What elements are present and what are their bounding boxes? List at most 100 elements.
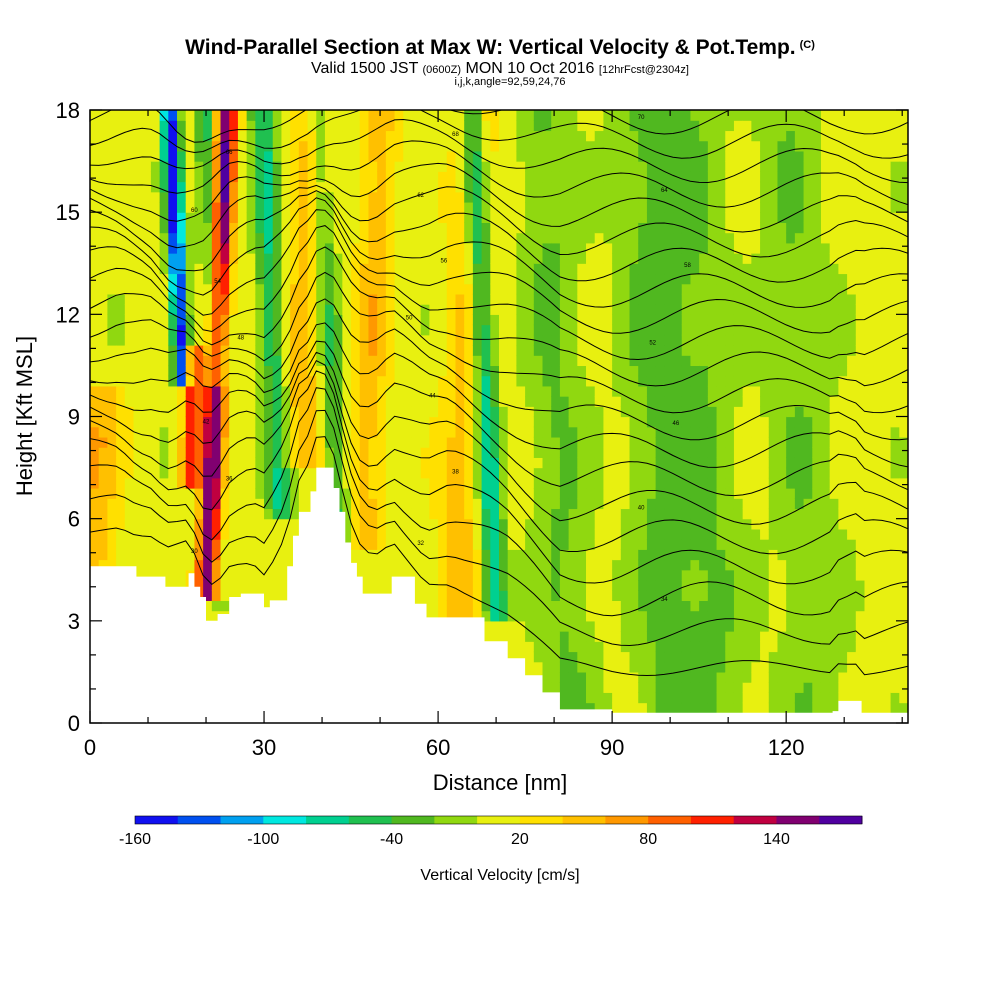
velocity-cell — [507, 263, 517, 275]
velocity-cell — [751, 201, 761, 213]
velocity-cell — [194, 201, 204, 213]
velocity-cell — [237, 549, 248, 561]
velocity-cell — [733, 304, 744, 315]
velocity-cell — [716, 498, 726, 510]
velocity-cell — [733, 130, 744, 142]
velocity-cell — [681, 692, 692, 704]
velocity-cell — [716, 447, 726, 458]
velocity-cell — [464, 579, 474, 591]
velocity-cell — [516, 140, 526, 152]
velocity-cell — [620, 641, 631, 653]
velocity-cell — [507, 201, 517, 213]
velocity-cell — [699, 253, 709, 264]
velocity-cell — [159, 436, 169, 448]
velocity-cell — [429, 488, 439, 499]
velocity-cell — [707, 610, 718, 622]
velocity-cell — [499, 344, 509, 356]
velocity-cell — [551, 590, 561, 601]
velocity-cell — [142, 436, 152, 448]
velocity-cell — [342, 212, 352, 223]
velocity-cell — [777, 242, 787, 254]
velocity-cell — [499, 579, 509, 591]
velocity-cell — [664, 528, 674, 540]
velocity-cell — [760, 498, 770, 510]
velocity-cell — [673, 140, 683, 152]
velocity-cell — [646, 590, 657, 601]
velocity-cell — [707, 620, 718, 632]
velocity-cell — [760, 569, 770, 581]
velocity-cell — [316, 436, 326, 448]
velocity-cell — [655, 150, 665, 162]
velocity-cell — [620, 651, 631, 663]
velocity-cell — [673, 447, 683, 458]
velocity-cell — [551, 232, 561, 244]
velocity-cell — [272, 457, 283, 469]
velocity-cell — [768, 620, 779, 632]
velocity-cell — [264, 110, 274, 121]
velocity-cell — [751, 702, 761, 714]
velocity-cell — [664, 396, 674, 407]
velocity-cell — [481, 457, 491, 469]
velocity-cell — [612, 620, 622, 632]
velocity-cell — [507, 171, 517, 183]
velocity-cell — [464, 181, 474, 193]
velocity-cell — [490, 232, 500, 244]
velocity-cell — [316, 130, 326, 142]
velocity-cell — [194, 426, 204, 438]
velocity-cell — [281, 150, 291, 162]
velocity-cell — [786, 641, 796, 653]
velocity-cell — [568, 692, 578, 704]
velocity-cell — [385, 273, 396, 285]
velocity-cell — [629, 130, 639, 142]
velocity-cell — [316, 283, 326, 295]
velocity-cell — [298, 334, 309, 346]
velocity-cell — [177, 150, 187, 162]
velocity-cell — [612, 253, 622, 264]
velocity-cell — [90, 528, 100, 540]
velocity-cell — [133, 569, 143, 581]
velocity-cell — [455, 344, 465, 356]
velocity-cell — [768, 702, 779, 714]
velocity-cell — [264, 426, 274, 438]
velocity-cell — [603, 140, 613, 152]
velocity-cell — [568, 539, 578, 550]
velocity-cell — [203, 324, 213, 336]
velocity-cell — [472, 365, 483, 377]
velocity-cell — [446, 365, 457, 377]
velocity-cell — [98, 385, 108, 397]
velocity-cell — [629, 518, 639, 530]
velocity-cell — [281, 283, 291, 295]
velocity-cell — [499, 436, 509, 448]
velocity-cell — [107, 447, 117, 458]
velocity-cell — [707, 692, 718, 704]
velocity-cell — [690, 273, 700, 285]
velocity-cell — [229, 304, 239, 315]
velocity-cell — [229, 477, 239, 489]
velocity-cell — [594, 283, 605, 295]
velocity-cell — [342, 273, 352, 285]
velocity-cell — [98, 171, 108, 183]
velocity-cell — [411, 110, 422, 121]
velocity-cell — [464, 518, 474, 530]
velocity-cell — [716, 508, 726, 520]
velocity-cell — [237, 171, 248, 183]
velocity-cell — [568, 426, 578, 438]
velocity-cell — [377, 579, 387, 591]
velocity-cell — [150, 385, 161, 397]
velocity-cell — [446, 150, 457, 162]
velocity-cell — [211, 222, 222, 234]
velocity-cell — [333, 457, 343, 469]
velocity-cell — [464, 263, 474, 275]
velocity-cell — [403, 242, 413, 254]
velocity-cell — [124, 242, 135, 254]
velocity-cell — [124, 396, 135, 407]
velocity-cell — [203, 263, 213, 275]
velocity-cell — [394, 518, 404, 530]
velocity-cell — [394, 549, 404, 561]
velocity-cell — [516, 651, 526, 663]
velocity-cell — [516, 242, 526, 254]
velocity-cell — [281, 590, 291, 601]
velocity-cell — [220, 110, 230, 121]
velocity-cell — [472, 579, 483, 591]
velocity-cell — [803, 641, 813, 653]
